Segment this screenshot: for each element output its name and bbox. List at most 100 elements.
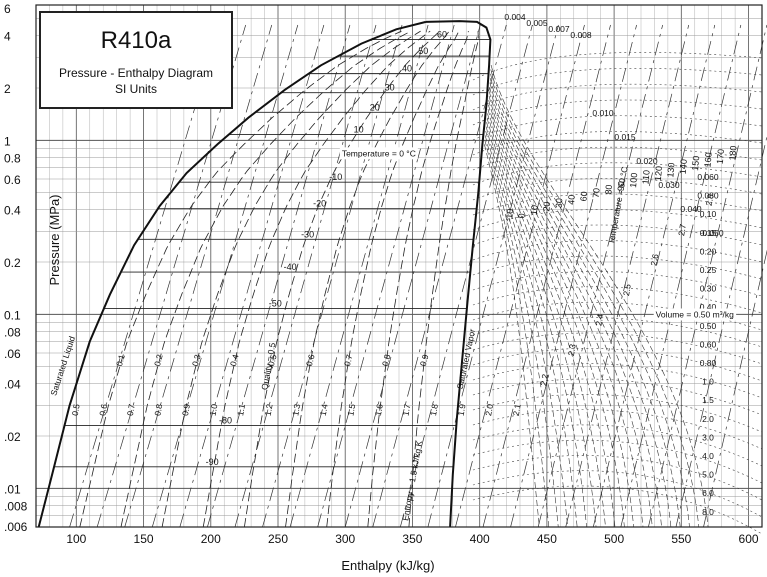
isotherm-vapor-label: 150 bbox=[690, 155, 701, 171]
quality-label: 0.1 bbox=[114, 353, 127, 367]
isotherm-label: 60 bbox=[437, 30, 447, 40]
entropy-label: 2.8 bbox=[704, 193, 716, 207]
quality-label: 0.9 bbox=[418, 353, 431, 367]
volume-label: 0.15 bbox=[700, 228, 717, 238]
volume-label: 4.0 bbox=[702, 451, 714, 461]
volume-line bbox=[472, 424, 763, 467]
isotherm-vapor-line bbox=[487, 113, 606, 528]
isotherm-vapor-label: 160 bbox=[702, 152, 713, 168]
entropy-label: 2.1 bbox=[511, 403, 523, 417]
isotherm-vapor-label: 170 bbox=[715, 149, 726, 165]
quality-line bbox=[202, 30, 431, 528]
units-note: SI Units bbox=[114, 82, 157, 96]
y-tick-label: 0.2 bbox=[4, 256, 21, 270]
volume-label: 0.25 bbox=[700, 265, 717, 275]
entropy-label: 1.9 bbox=[456, 403, 468, 417]
entropy-line bbox=[151, 24, 299, 528]
y-tick-label: .02 bbox=[4, 430, 21, 444]
entropy-label: 1.0 bbox=[208, 403, 220, 417]
volume-label: 0.030 bbox=[658, 180, 680, 190]
volume-label: 3.0 bbox=[702, 432, 714, 442]
x-tick-label: 550 bbox=[671, 532, 691, 546]
volume-line bbox=[472, 470, 763, 518]
isotherm-vapor-line bbox=[489, 86, 662, 528]
volume-label: 0.040 bbox=[680, 204, 702, 214]
volume-line bbox=[472, 439, 763, 484]
volume-label: 0.020 bbox=[636, 156, 658, 166]
title-box: R410a Pressure - Enthalpy Diagram SI Uni… bbox=[39, 11, 233, 109]
entropy-line bbox=[703, 249, 767, 528]
volume-label: 0.40 bbox=[700, 302, 717, 312]
isotherm-vapor-label: 90 bbox=[616, 181, 627, 192]
entropy-label: 0.5 bbox=[70, 403, 82, 417]
isotherm-vapor-line bbox=[489, 78, 681, 528]
isotherm-vapor-label: 180 bbox=[727, 145, 738, 161]
isotherm-vapor-line bbox=[486, 117, 597, 528]
isotherm-label: -40 bbox=[284, 262, 297, 272]
entropy-label: 2.0 bbox=[483, 403, 495, 417]
entropy-line bbox=[592, 24, 716, 528]
volume-line bbox=[472, 332, 763, 365]
quality-label: 0.7 bbox=[342, 353, 355, 367]
entropy-line bbox=[537, 24, 663, 528]
entropy-label: 0.6 bbox=[97, 403, 109, 417]
quality-label: 0.6 bbox=[304, 353, 317, 367]
y-axis-label: Pressure (MPa) bbox=[47, 194, 62, 285]
entropy-line bbox=[372, 24, 507, 528]
y-tick-label: .006 bbox=[4, 520, 28, 534]
isotherm-vapor-line bbox=[490, 73, 690, 528]
annotation: Volume = 0.50 m³/kg bbox=[656, 309, 734, 319]
volume-line bbox=[472, 240, 763, 263]
annotation-bg bbox=[339, 147, 418, 160]
quality-lines bbox=[79, 30, 479, 528]
isotherm-label: 20 bbox=[370, 102, 380, 112]
volume-line bbox=[472, 131, 763, 156]
isotherm-label: -20 bbox=[313, 199, 326, 209]
entropy-label: 2.7 bbox=[676, 223, 688, 237]
chart-title: R410a bbox=[100, 27, 172, 54]
y-tick-label: .01 bbox=[4, 482, 21, 496]
entropy-label: 1.6 bbox=[373, 403, 385, 417]
isotherm-vapor-line bbox=[488, 95, 644, 528]
entropy-label: 2.4 bbox=[593, 313, 605, 327]
entropy-line bbox=[648, 24, 767, 528]
entropy-line bbox=[455, 24, 585, 528]
isotherm-vapor-label: 120 bbox=[653, 166, 664, 182]
y-tick-label: 6 bbox=[4, 2, 11, 16]
x-tick-label: 350 bbox=[402, 532, 422, 546]
entropy-label: 1.3 bbox=[290, 403, 302, 417]
isotherm-vapor-line bbox=[484, 139, 550, 528]
volume-line bbox=[472, 115, 763, 141]
isotherm-vapor-line bbox=[488, 100, 635, 528]
entropy-line bbox=[400, 24, 533, 528]
volume-line bbox=[472, 485, 763, 535]
entropy-line bbox=[124, 24, 273, 528]
saturation-curve bbox=[37, 20, 427, 528]
entropy-label: 1.7 bbox=[400, 403, 412, 417]
entropy-label: 0.8 bbox=[152, 403, 164, 417]
y-tick-label: 0.8 bbox=[4, 151, 21, 165]
entropy-line bbox=[262, 24, 403, 528]
volume-line bbox=[472, 68, 763, 96]
volume-label: 0.20 bbox=[700, 246, 717, 256]
quality-line bbox=[161, 30, 421, 528]
volume-line bbox=[472, 455, 763, 501]
entropy-label: 2.2 bbox=[538, 373, 550, 387]
x-tick-label: 300 bbox=[335, 532, 355, 546]
y-tick-label: 2 bbox=[4, 82, 11, 96]
isotherm-vapor-label: 40 bbox=[566, 194, 577, 205]
quality-line bbox=[285, 30, 450, 528]
isotherm-label: -30 bbox=[301, 229, 314, 239]
volume-line bbox=[472, 317, 763, 348]
entropy-line bbox=[482, 24, 611, 528]
isotherm-label: 50 bbox=[418, 46, 428, 56]
isotherm-vapor-label: 130 bbox=[665, 162, 676, 178]
isotherm-vapor-label: 110 bbox=[640, 170, 651, 185]
axes: 100 150 200 250 300 350 400 450 500 550 60064210.8… bbox=[4, 2, 759, 546]
isotherm-vapor-label: 60 bbox=[578, 191, 589, 202]
saturation-dome bbox=[37, 20, 492, 528]
volume-label: 0.10 bbox=[700, 209, 717, 219]
volume-line bbox=[472, 348, 763, 382]
volume-label: 0.30 bbox=[700, 284, 717, 294]
volume-label: 0.005 bbox=[526, 18, 548, 28]
